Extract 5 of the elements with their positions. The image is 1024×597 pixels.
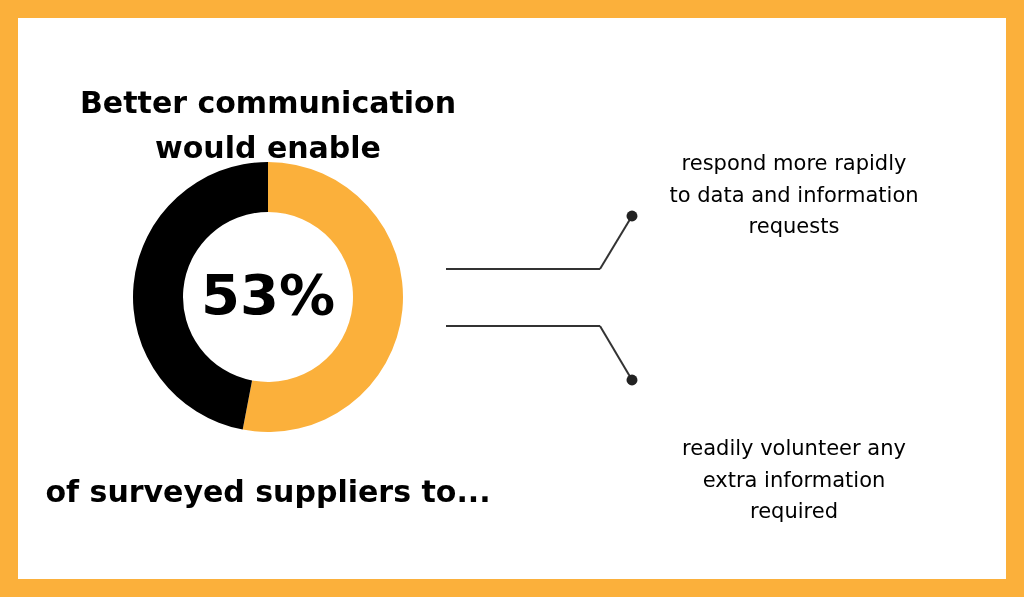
text: respond more rapidly to data and information requests — [669, 151, 919, 238]
text: of surveyed suppliers to... — [45, 474, 491, 509]
text: readily volunteer any extra information required — [682, 436, 906, 523]
data-label: 53% — [200, 262, 336, 327]
chart-title: Better communication would enable — [79, 85, 457, 165]
